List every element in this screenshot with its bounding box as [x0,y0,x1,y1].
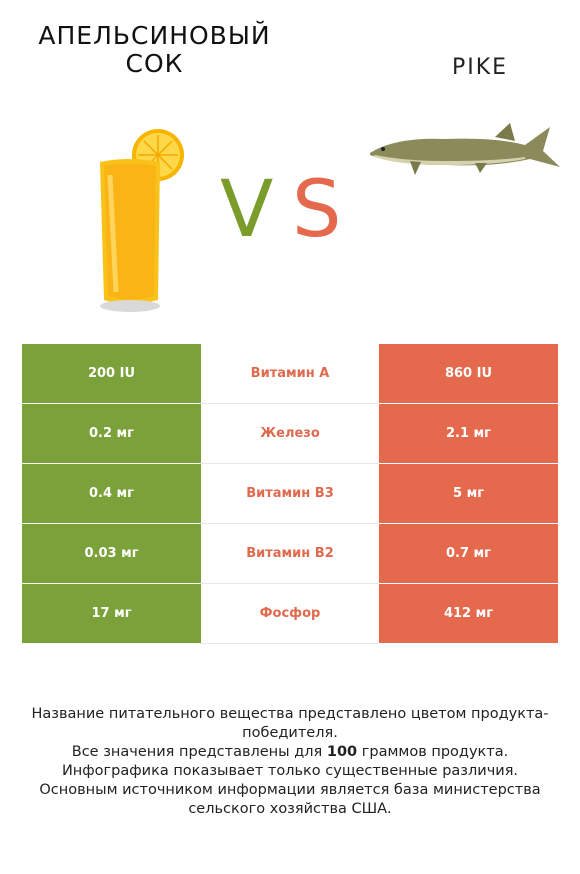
row-divider [200,403,378,404]
right-value: 860 IU [379,344,558,403]
footer-line: Основным источником информации является … [39,782,541,817]
left-value: 0.4 мг [22,464,201,523]
right-value: 2.1 мг [379,404,558,463]
left-value: 0.03 мг [22,524,201,583]
right-product-title: PIKE [451,55,509,80]
table-row: 0.2 мг Железо 2.1 мг [22,404,558,463]
footer-line: Все значения представлены для 100 граммо… [71,744,509,760]
table-row: 17 мг Фосфор 412 мг [22,584,558,643]
row-divider [200,463,378,464]
comparison-table: 200 IU Витамин A 860 IU 0.2 мг Железо 2.… [22,344,558,644]
left-product-title: АПЕЛЬСИНОВЫЙ СОК [38,21,271,78]
row-divider [200,583,378,584]
right-value: 412 мг [379,584,558,643]
nutrient-name: Витамин B2 [201,524,379,583]
nutrient-name: Витамин A [201,344,379,403]
table-row: 200 IU Витамин A 860 IU [22,344,558,403]
right-value: 0.7 мг [379,524,558,583]
footer-line: Инфографика показывает только существенн… [61,763,519,779]
left-value: 200 IU [22,344,201,403]
left-value: 0.2 мг [22,404,201,463]
vs-s: S [292,165,342,255]
left-value: 17 мг [22,584,201,643]
nutrient-name: Железо [201,404,379,463]
vs-label: V S [220,165,360,255]
right-value: 5 мг [379,464,558,523]
nutrient-name: Витамин B3 [201,464,379,523]
nutrient-name: Фосфор [201,584,379,643]
table-row: 0.03 мг Витамин B2 0.7 мг [22,524,558,583]
orange-juice-image [100,129,184,312]
footer-line: Название питательного вещества представл… [31,706,549,741]
row-divider [200,523,378,524]
table-row: 0.4 мг Витамин B3 5 мг [22,464,558,523]
footer-notes: Название питательного вещества представл… [20,705,560,819]
pike-fish-image [370,123,560,175]
row-divider [200,643,378,644]
vs-v: V [220,165,274,255]
